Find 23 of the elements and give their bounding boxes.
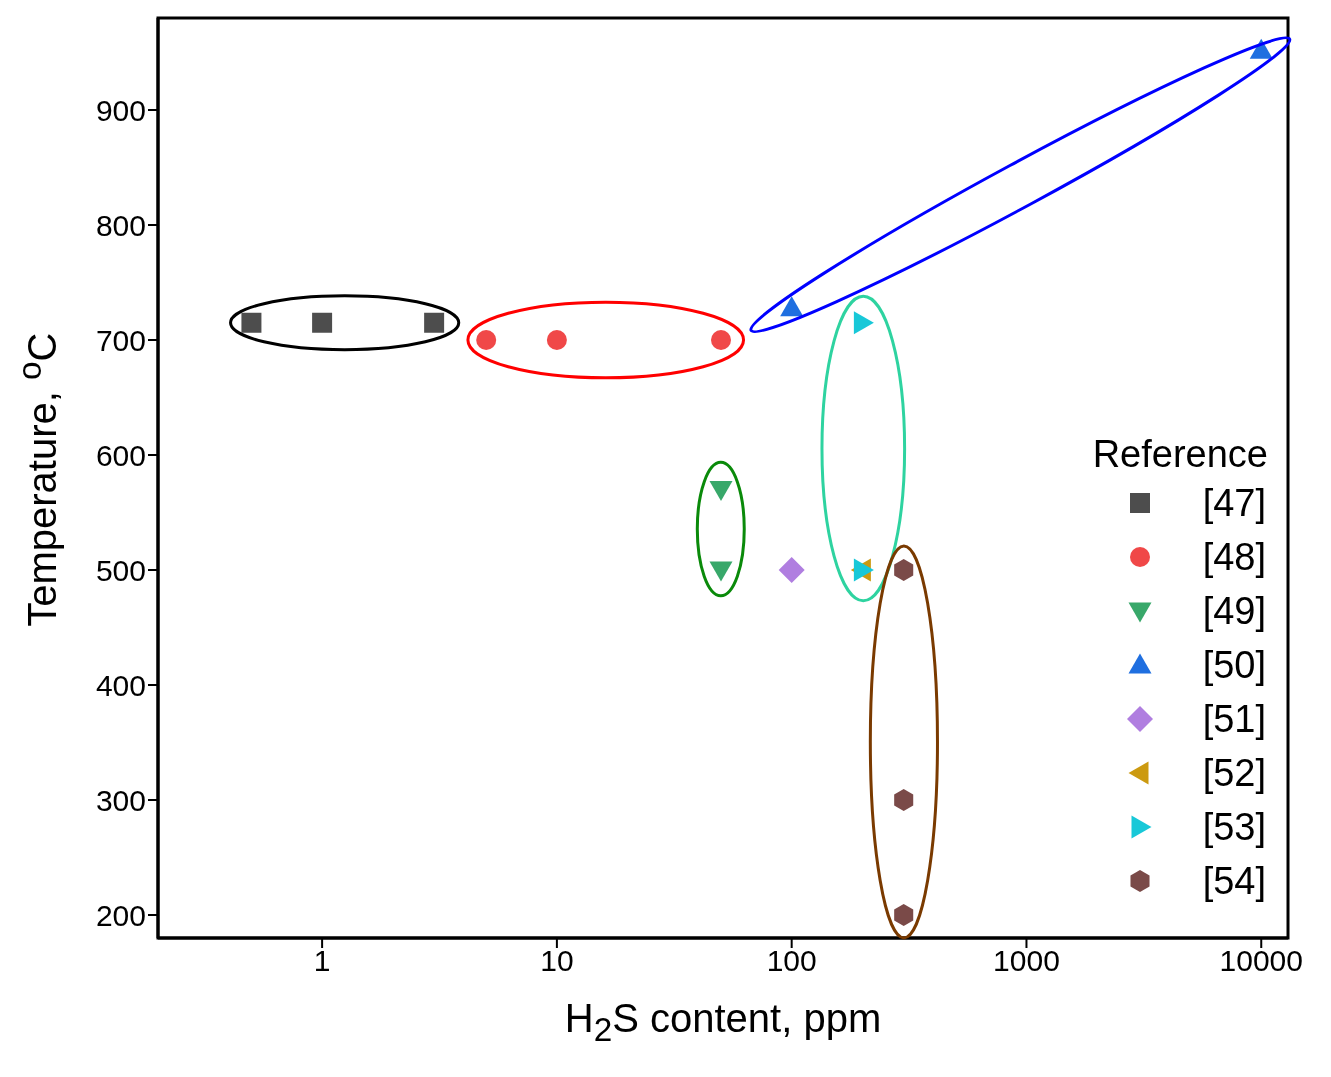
legend-title: Reference	[1092, 433, 1268, 476]
legend-label: [50]	[1202, 643, 1267, 687]
y-tick-label: 900	[95, 93, 146, 127]
legend-label: [53]	[1202, 805, 1267, 849]
legend-label: [52]	[1202, 751, 1267, 795]
y-tick-label: 600	[95, 438, 146, 472]
x-tick-label: 10000	[1219, 944, 1303, 978]
y-tick-label: 800	[95, 208, 146, 242]
y-tick-label: 500	[95, 553, 146, 587]
legend-label: [54]	[1202, 859, 1267, 903]
legend-label: [48]	[1202, 535, 1267, 579]
y-tick-label: 200	[95, 898, 146, 932]
x-tick-label: 1	[313, 944, 331, 978]
y-tick-label: 700	[95, 323, 146, 357]
legend-label: [51]	[1202, 697, 1267, 741]
y-tick-label: 300	[95, 783, 146, 817]
y-tick-label: 400	[95, 668, 146, 702]
x-tick-label: 10	[540, 944, 574, 978]
x-tick-label: 1000	[993, 944, 1060, 978]
legend-label: [49]	[1202, 589, 1267, 633]
x-axis-title: H$_{2}$S content, ppm	[563, 996, 883, 1049]
legend-label: [47]	[1202, 481, 1267, 525]
x-tick-label: 100	[766, 944, 817, 978]
